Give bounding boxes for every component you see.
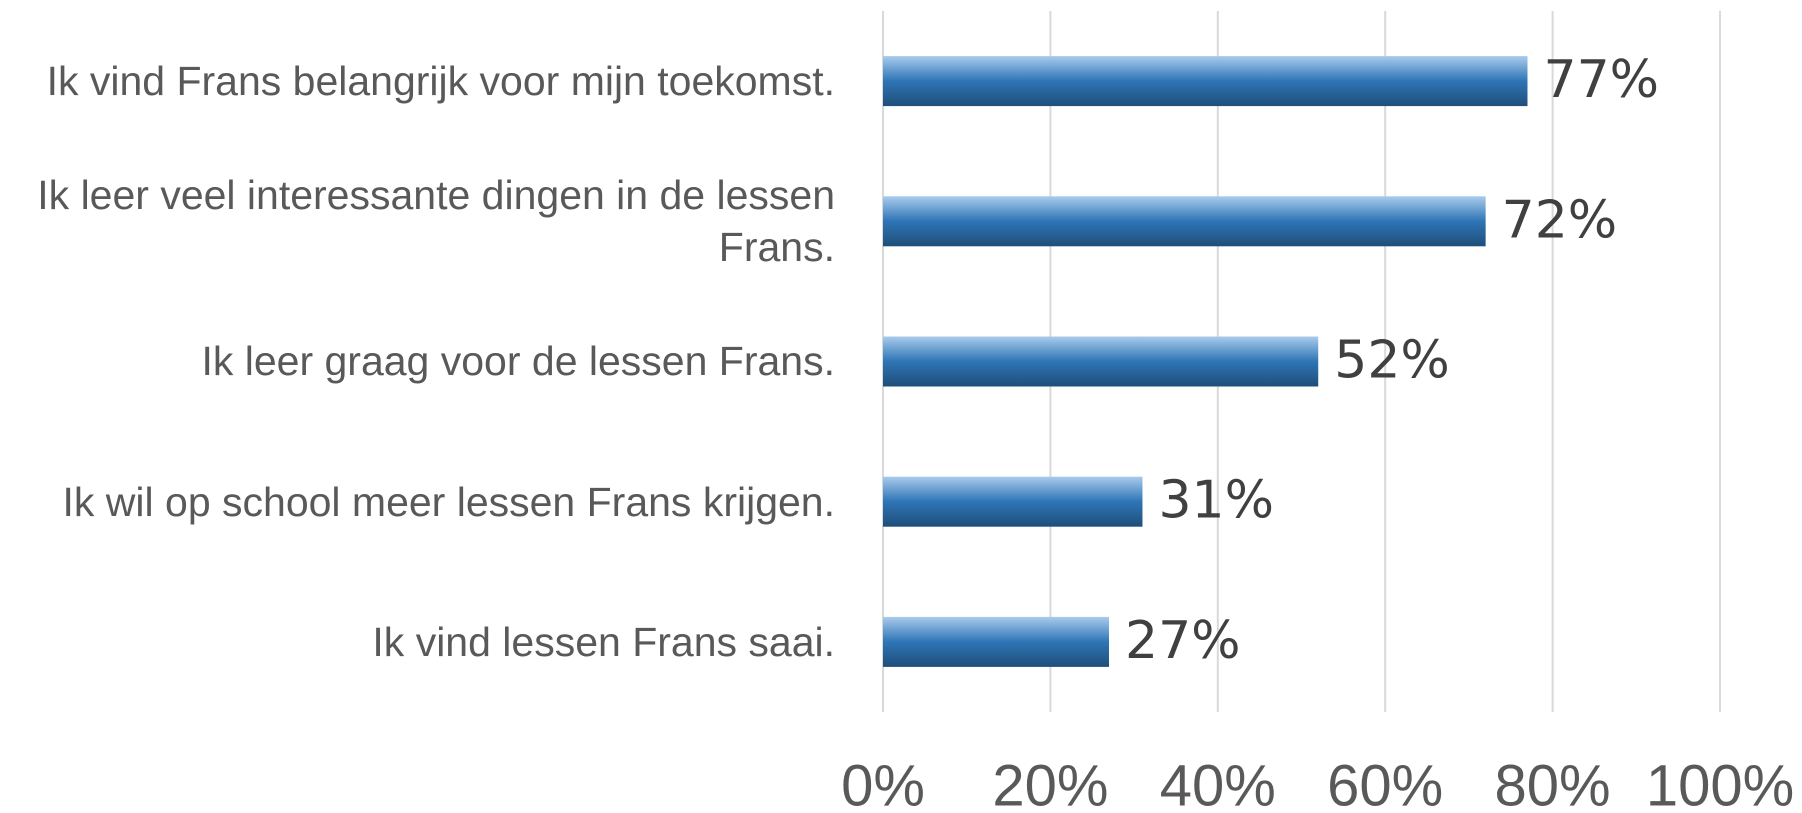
category-label: Ik leer veel interessante dingen in de l… <box>0 151 835 291</box>
category-text: Ik leer graag voor de lessen Frans. <box>201 338 835 385</box>
x-tick-label: 60% <box>1327 753 1443 813</box>
bar <box>883 336 1319 387</box>
value-label: 52% <box>1334 331 1450 391</box>
value-label: 72% <box>1502 190 1618 250</box>
x-tick-label: 20% <box>992 753 1108 813</box>
category-label: Ik leer graag voor de lessen Frans. <box>0 291 835 431</box>
value-label: 27% <box>1125 611 1241 671</box>
bar <box>883 476 1143 527</box>
x-tick-label: 40% <box>1160 753 1276 813</box>
bar <box>883 616 1109 667</box>
value-label: 77% <box>1543 50 1659 110</box>
category-text: Ik vind lessen Frans saai. <box>372 618 835 665</box>
bar <box>883 196 1486 247</box>
x-tick-label: 80% <box>1495 753 1611 813</box>
category-label: Ik wil op school meer lessen Frans krijg… <box>0 432 835 572</box>
bar <box>883 56 1528 107</box>
category-label: Ik vind Frans belangrijk voor mijn toeko… <box>0 11 835 151</box>
category-text: Ik vind Frans belangrijk voor mijn toeko… <box>46 58 835 105</box>
category-text: Ik leer veel interessante dingen in de l… <box>37 172 835 271</box>
x-tick-label: 100% <box>1646 753 1794 813</box>
category-label: Ik vind lessen Frans saai. <box>0 572 835 712</box>
category-text: Ik wil op school meer lessen Frans krijg… <box>62 478 835 525</box>
x-tick-label: 0% <box>841 753 925 813</box>
value-label: 31% <box>1158 471 1274 531</box>
